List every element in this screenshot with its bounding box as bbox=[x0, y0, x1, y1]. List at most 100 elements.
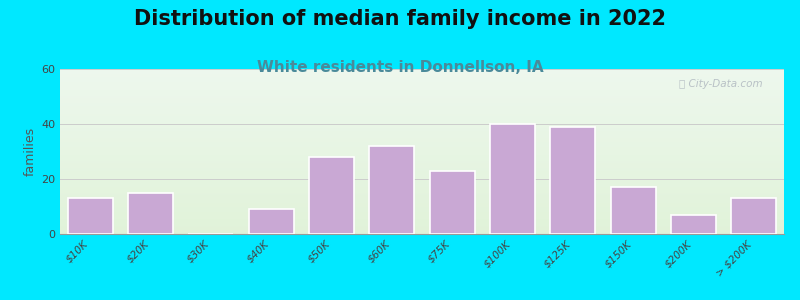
Bar bbox=[60, 102, 784, 103]
Bar bbox=[60, 105, 784, 106]
Bar bbox=[60, 111, 784, 112]
Bar bbox=[60, 195, 784, 196]
Bar bbox=[60, 222, 784, 223]
Bar bbox=[60, 177, 784, 178]
Bar bbox=[309, 157, 354, 234]
Bar bbox=[60, 160, 784, 161]
Bar bbox=[67, 198, 113, 234]
Bar bbox=[60, 175, 784, 176]
Bar bbox=[60, 212, 784, 213]
Bar bbox=[60, 120, 784, 121]
Bar bbox=[60, 79, 784, 80]
Bar bbox=[60, 121, 784, 122]
Bar bbox=[60, 72, 784, 73]
Bar bbox=[60, 117, 784, 118]
Bar bbox=[60, 76, 784, 77]
Bar bbox=[60, 185, 784, 186]
Bar bbox=[60, 168, 784, 169]
Bar bbox=[60, 91, 784, 92]
Bar bbox=[60, 118, 784, 119]
Bar bbox=[60, 94, 784, 95]
Bar bbox=[60, 208, 784, 209]
Bar bbox=[60, 213, 784, 214]
Bar bbox=[60, 152, 784, 153]
Bar bbox=[60, 206, 784, 207]
Bar bbox=[610, 187, 656, 234]
Bar bbox=[60, 83, 784, 84]
Bar bbox=[60, 71, 784, 72]
Bar bbox=[60, 219, 784, 220]
Bar bbox=[60, 107, 784, 108]
Bar bbox=[60, 200, 784, 201]
Bar bbox=[60, 130, 784, 131]
Bar bbox=[60, 172, 784, 173]
Bar bbox=[60, 119, 784, 120]
Bar bbox=[60, 147, 784, 148]
Bar bbox=[60, 93, 784, 94]
Bar bbox=[60, 146, 784, 147]
Bar bbox=[60, 181, 784, 182]
Bar bbox=[60, 189, 784, 190]
Bar bbox=[60, 216, 784, 217]
Bar bbox=[370, 146, 414, 234]
Bar bbox=[60, 85, 784, 86]
Bar bbox=[60, 153, 784, 154]
Bar bbox=[60, 113, 784, 114]
Bar bbox=[60, 110, 784, 111]
Bar bbox=[60, 78, 784, 79]
Bar bbox=[60, 228, 784, 229]
Bar bbox=[60, 149, 784, 150]
Bar bbox=[60, 82, 784, 83]
Bar bbox=[60, 196, 784, 197]
Bar bbox=[60, 167, 784, 168]
Bar bbox=[60, 145, 784, 146]
Bar bbox=[60, 176, 784, 177]
Bar bbox=[60, 159, 784, 160]
Bar bbox=[60, 96, 784, 97]
Bar bbox=[60, 136, 784, 137]
Bar bbox=[60, 188, 784, 189]
Bar bbox=[60, 99, 784, 100]
Bar bbox=[60, 180, 784, 181]
Bar bbox=[60, 157, 784, 158]
Bar bbox=[60, 193, 784, 194]
Bar bbox=[60, 202, 784, 203]
Bar bbox=[60, 204, 784, 205]
Bar bbox=[60, 192, 784, 193]
Bar bbox=[60, 183, 784, 184]
Bar bbox=[60, 73, 784, 74]
Bar bbox=[60, 144, 784, 145]
Bar bbox=[60, 226, 784, 227]
Bar bbox=[60, 87, 784, 88]
Bar bbox=[60, 86, 784, 87]
Bar bbox=[60, 209, 784, 210]
Bar bbox=[60, 106, 784, 107]
Bar bbox=[60, 128, 784, 129]
Bar bbox=[60, 164, 784, 165]
Bar bbox=[60, 92, 784, 93]
Bar bbox=[60, 122, 784, 123]
Bar bbox=[60, 182, 784, 183]
Bar bbox=[60, 124, 784, 125]
Bar bbox=[60, 203, 784, 204]
Bar bbox=[60, 109, 784, 110]
Bar bbox=[60, 143, 784, 144]
Bar bbox=[60, 118, 784, 119]
Bar bbox=[60, 100, 784, 101]
Bar bbox=[60, 138, 784, 139]
Bar bbox=[60, 95, 784, 96]
Bar bbox=[60, 174, 784, 175]
Bar bbox=[731, 198, 777, 234]
Bar bbox=[60, 179, 784, 180]
Bar bbox=[60, 197, 784, 198]
Bar bbox=[60, 132, 784, 133]
Bar bbox=[60, 80, 784, 81]
Bar bbox=[60, 198, 784, 199]
Bar bbox=[60, 129, 784, 130]
Bar bbox=[60, 191, 784, 192]
Bar bbox=[60, 161, 784, 162]
Bar bbox=[60, 173, 784, 174]
Bar bbox=[60, 84, 784, 85]
Bar bbox=[60, 133, 784, 134]
Bar bbox=[60, 211, 784, 212]
